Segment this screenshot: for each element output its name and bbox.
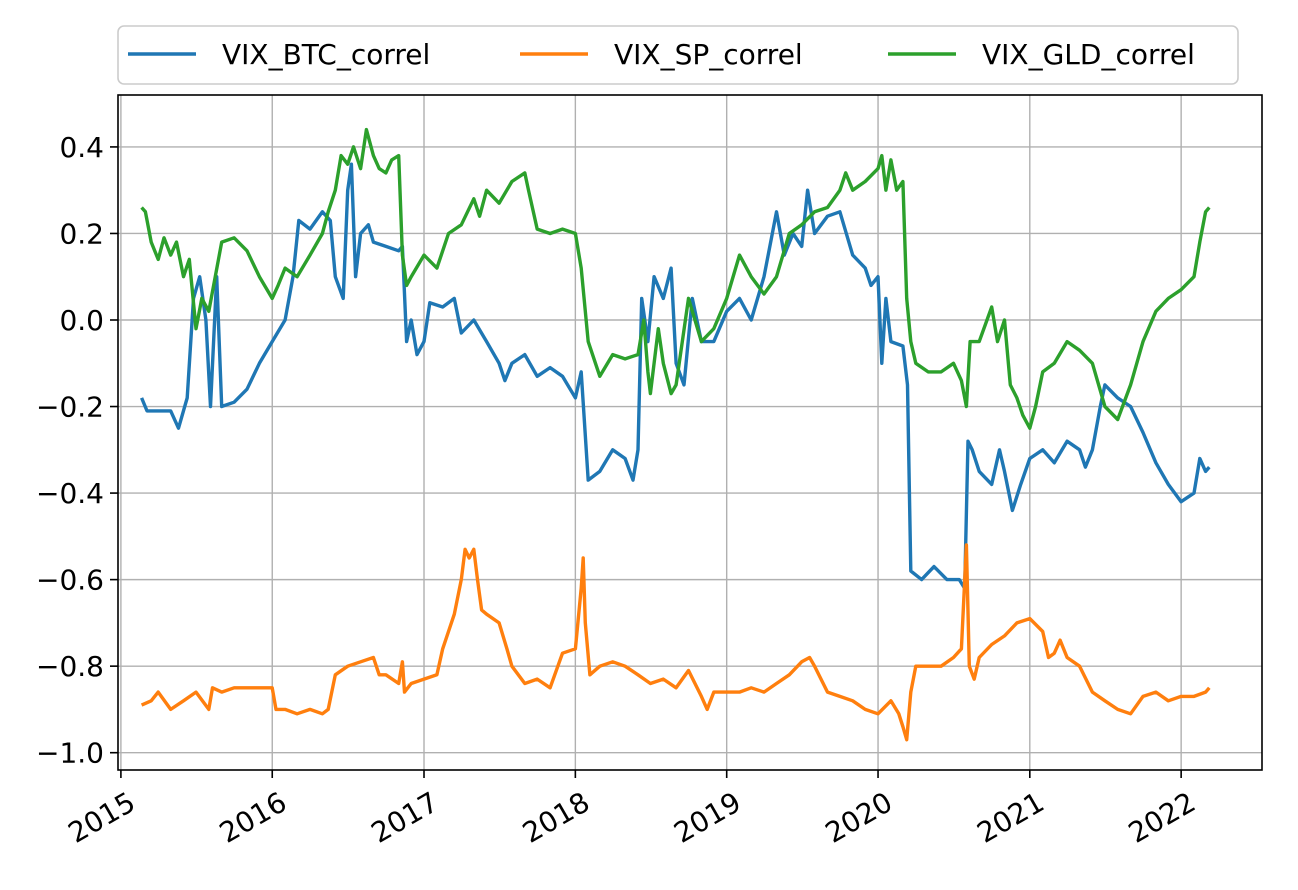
legend-box bbox=[117, 25, 1239, 85]
series-layer bbox=[140, 127, 1211, 742]
legend-label: VIX_GLD_correl bbox=[982, 38, 1195, 71]
legend-item[interactable]: VIX_BTC_correl bbox=[128, 38, 430, 71]
legend-label: VIX_SP_correl bbox=[614, 38, 803, 71]
grid-lines bbox=[118, 95, 1262, 770]
legend-label: VIX_BTC_correl bbox=[222, 38, 430, 71]
y-tick-label: 0.4 bbox=[59, 131, 104, 164]
y-tick-label: 0.0 bbox=[59, 304, 104, 337]
legend-item[interactable]: VIX_GLD_correl bbox=[888, 38, 1195, 71]
y-tick-label: −0.6 bbox=[36, 564, 104, 597]
y-axis: 0.4 0.2 0.0 −0.2 −0.4 −0.6 −0.8 −1.0 bbox=[36, 131, 118, 770]
y-tick-label: −0.4 bbox=[36, 477, 104, 510]
y-tick-label: −0.8 bbox=[36, 650, 104, 683]
legend-item[interactable]: VIX_SP_correl bbox=[520, 38, 803, 71]
series-line-vix-sp-correl bbox=[140, 543, 1211, 742]
series-line-vix-btc-correl bbox=[140, 162, 1211, 590]
series-line-vix-gld-correl bbox=[140, 127, 1211, 430]
legend[interactable]: VIX_BTC_correl VIX_SP_correl VIX_GLD_corre… bbox=[117, 25, 1239, 85]
plot-frame bbox=[117, 94, 1263, 771]
y-tick-label: −0.2 bbox=[36, 391, 104, 424]
y-tick-label: 0.2 bbox=[59, 217, 104, 250]
y-tick-label: −1.0 bbox=[36, 737, 104, 770]
